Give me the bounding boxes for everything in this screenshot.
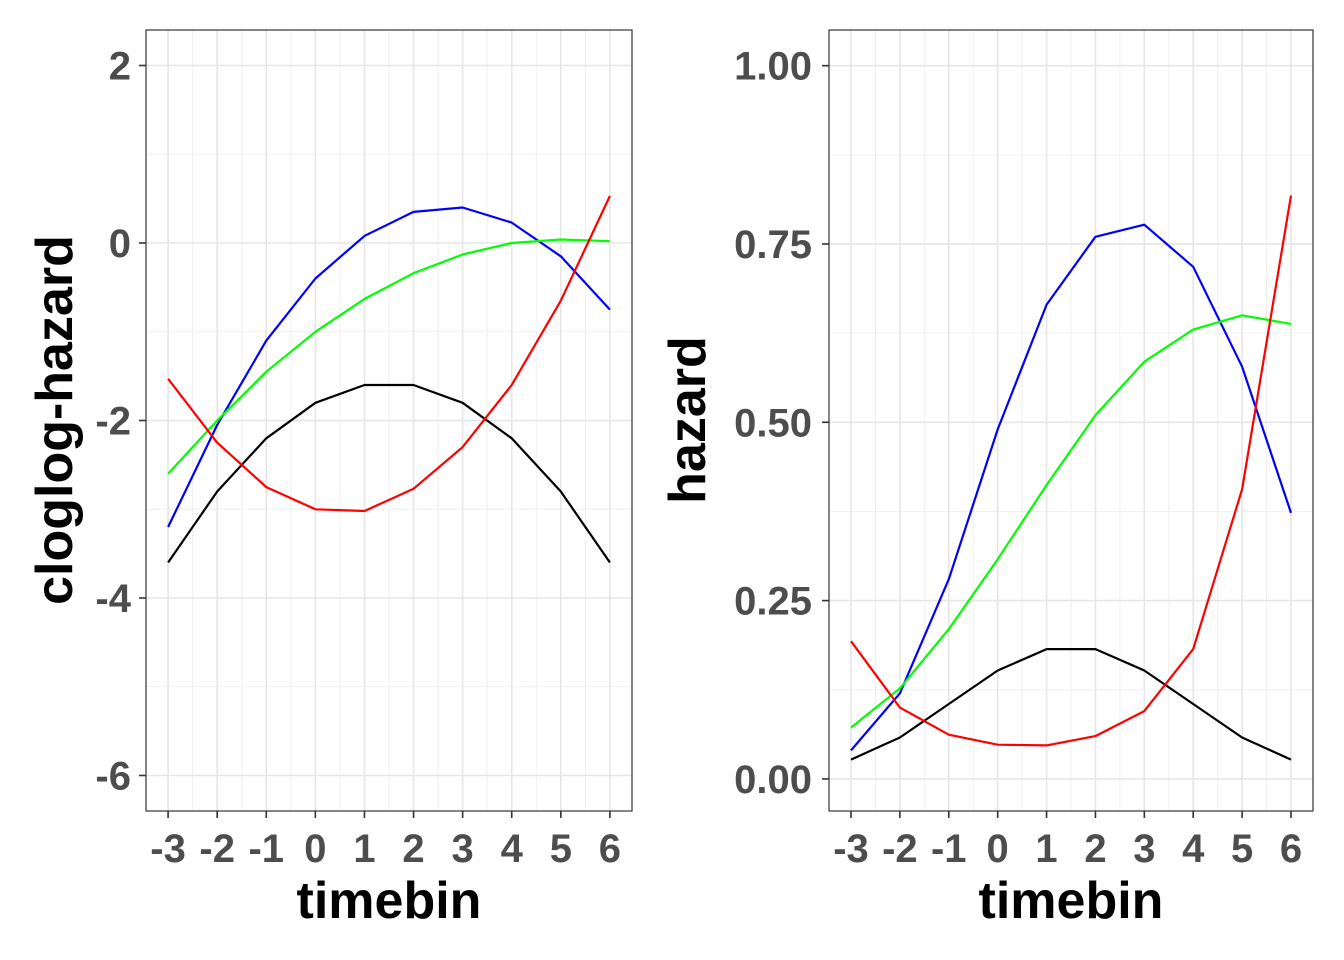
y-tick-label: 0.25 <box>734 580 812 624</box>
x-tick-label: 1 <box>353 827 375 871</box>
x-tick-label: 6 <box>1280 827 1302 871</box>
panel-border <box>828 29 1314 812</box>
y-axis-title: hazard <box>659 336 717 504</box>
series-line-2 <box>167 206 611 528</box>
series-line-3 <box>850 314 1292 729</box>
x-tick-label: 4 <box>501 827 524 871</box>
series-line-2 <box>850 223 1293 752</box>
x-tick-label: 5 <box>1231 827 1253 871</box>
x-tick-label: 1 <box>1035 827 1057 871</box>
y-tick-label: 1.00 <box>734 45 812 89</box>
y-tick-label: 0.00 <box>734 758 812 802</box>
y-tick-label: 0.50 <box>734 401 812 445</box>
x-tick-label: -3 <box>833 827 869 871</box>
x-tick-label: -1 <box>248 827 284 871</box>
chart-panel-1: -6-4-202-3 -2 -1 0 1 2 3 4 5 6timebincloglog-haza… <box>26 29 633 930</box>
x-tick-label: 6 <box>599 827 621 871</box>
x-tick-label: 2 <box>402 827 424 871</box>
x-tick-label: -1 <box>931 827 967 871</box>
y-axis-title: cloglog-hazard <box>26 235 84 605</box>
series-line-3 <box>167 238 610 475</box>
chart-panel-2: 0.00 0.25 0.50 0.75 1.00 -3 -2 -1 0 1 2 3 4 5 6 timebin… <box>659 29 1314 930</box>
x-tick-label: 0 <box>987 827 1009 871</box>
x-tick-label: 3 <box>1133 827 1155 871</box>
x-tick-label: 5 <box>550 827 572 871</box>
x-tick-label: 0 <box>304 827 326 871</box>
y-tick-label: 0.75 <box>734 223 812 267</box>
series-line-4 <box>850 195 1293 747</box>
y-tick-label: -2 <box>95 400 131 444</box>
x-axis-title: timebin <box>297 872 482 930</box>
x-axis-title: timebin <box>979 872 1164 930</box>
series-line-4 <box>167 195 611 513</box>
x-tick-label: -2 <box>882 827 918 871</box>
y-tick-label: -6 <box>95 755 131 799</box>
x-tick-label: 3 <box>452 827 474 871</box>
y-tick-label: 0 <box>109 222 131 266</box>
x-tick-label: -2 <box>199 827 235 871</box>
x-tick-label: 2 <box>1084 827 1106 871</box>
x-tick-label: -3 <box>150 827 186 871</box>
y-tick-label: 2 <box>109 45 131 89</box>
x-tick-label: 4 <box>1182 827 1205 871</box>
y-tick-label: -4 <box>95 577 131 621</box>
